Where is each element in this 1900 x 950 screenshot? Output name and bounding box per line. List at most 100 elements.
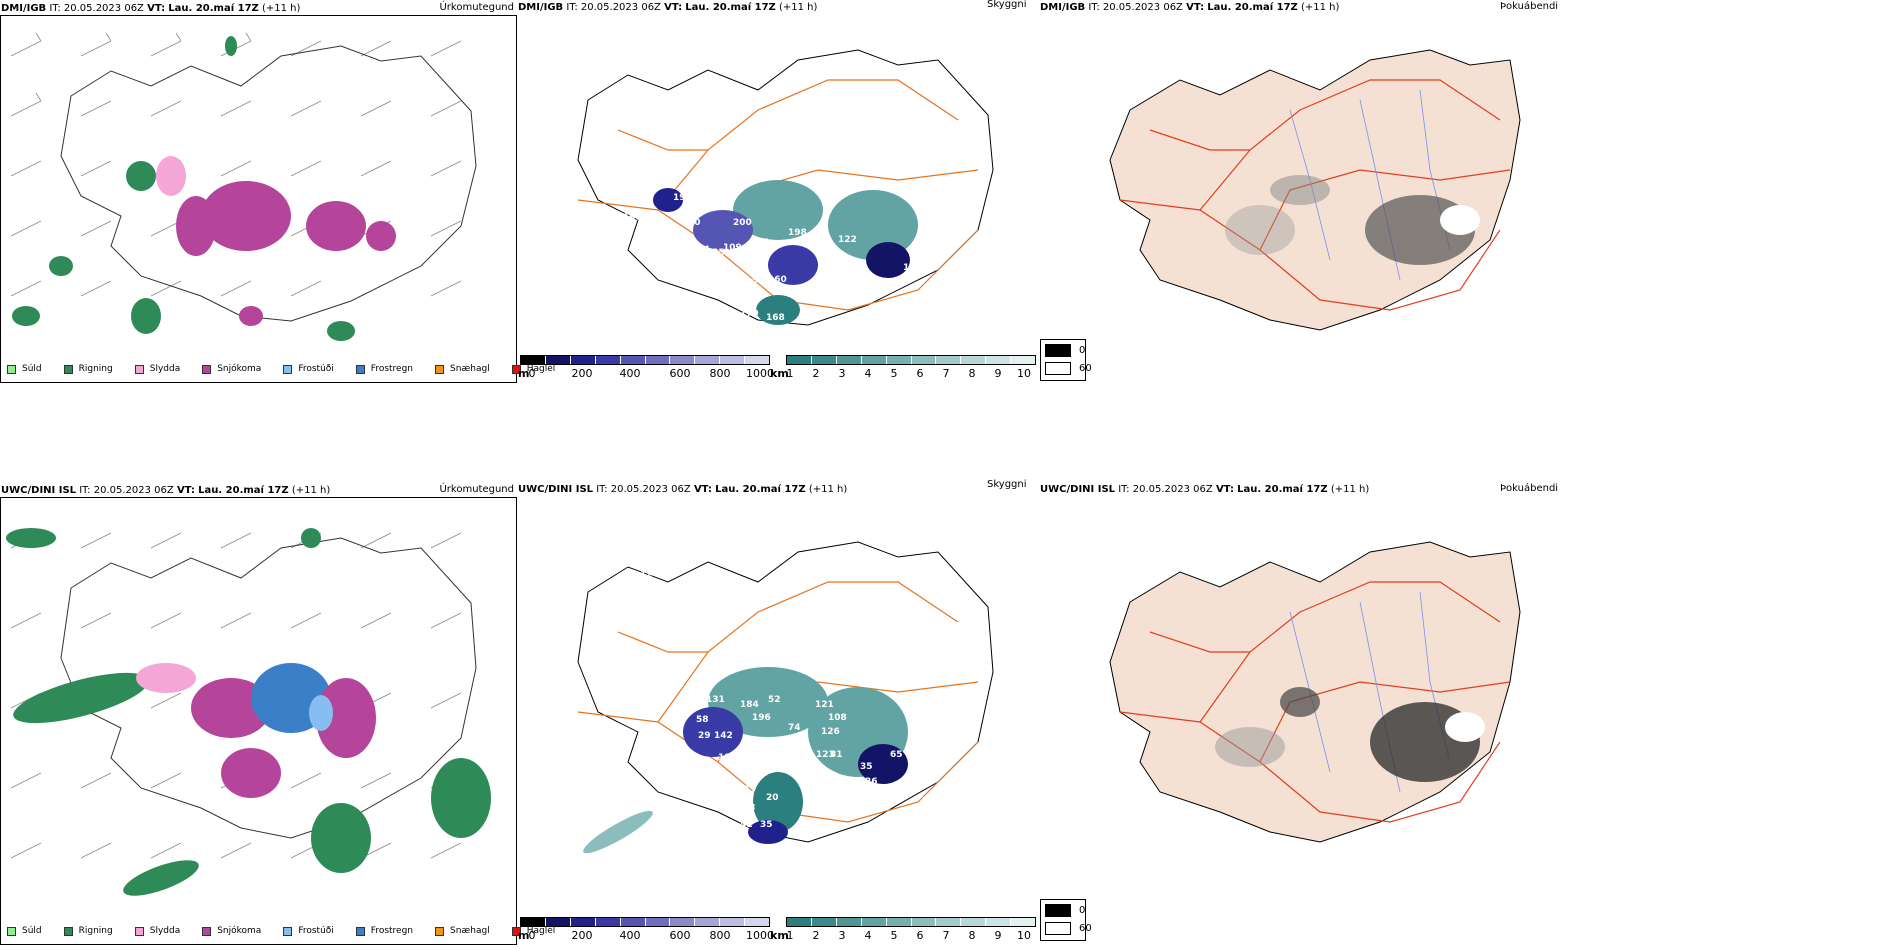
colorbar-bin <box>620 356 646 364</box>
vis-label: 62 <box>653 113 666 123</box>
model-name: UWC/DINI ISL <box>1040 484 1116 495</box>
legend-swatch <box>63 364 73 374</box>
legend-label: Snæhagl <box>450 926 490 936</box>
vt-label: VT: <box>176 485 195 496</box>
colorbar-bin <box>570 918 596 926</box>
legend-item: Súld <box>7 364 42 374</box>
tick-label: 4 <box>864 367 872 380</box>
fog-legend: 0 60 <box>1040 899 1092 941</box>
legend-swatch <box>134 926 144 936</box>
visibility-map-2: 12 21 52 131 184 121 108 58 196 126 29 1… <box>577 541 994 854</box>
colorbar-bin <box>911 356 937 364</box>
vis-label: 196 <box>752 713 771 723</box>
it-label: IT: <box>79 485 91 496</box>
vis-label: 122 <box>838 235 857 245</box>
legend-swatch <box>435 926 445 936</box>
model-name: UWC/DINI ISL <box>1 485 77 496</box>
vt-value: Lau. 20.maí 17Z <box>715 484 806 495</box>
legend-label: Snjókoma <box>217 364 262 374</box>
legend-swatch <box>283 926 293 936</box>
vis-label: 125 <box>706 248 725 258</box>
vis-label: 52 <box>768 695 781 705</box>
colorbar-unit-km: km <box>770 367 789 380</box>
legend-swatch <box>63 926 73 936</box>
colorbar-bin <box>811 356 837 364</box>
tick-label: 5 <box>890 367 898 380</box>
legend-item: Snjókoma <box>202 926 261 936</box>
panel-title: Úrkomutegund <box>439 484 514 495</box>
vis-label: 74 <box>788 723 801 733</box>
fog-legend-swatch <box>1045 362 1071 375</box>
colorbar-bin <box>787 356 812 364</box>
colorbar-ticks-km: 1 2 3 4 5 6 7 8 9 10 <box>786 367 1036 381</box>
colorbar-bin <box>695 356 721 364</box>
visibility-map-1: 76 62 94 118 195 76 40 200 198 122 232 1… <box>577 49 994 348</box>
vis-label: 121 <box>815 700 834 710</box>
fog-legend-item: 0 <box>1045 344 1085 357</box>
tick-label: 0 <box>528 929 536 942</box>
vis-label: 97 <box>756 238 769 248</box>
legend-swatch <box>7 364 16 374</box>
it-label: IT: <box>596 484 608 495</box>
it-label: IT: <box>1118 484 1130 495</box>
vt-value: Lau. 20.maí 17Z <box>1237 484 1328 495</box>
vis-label: 67 <box>746 278 759 288</box>
colorbar-ticks-m: 0 200 400 600 800 1000 <box>520 929 775 943</box>
colorbar-bin <box>886 356 912 364</box>
precip-areas <box>6 528 491 896</box>
vis-label: 81 <box>830 750 843 760</box>
colorbar-bin <box>961 918 987 926</box>
colorbar-bin <box>986 918 1012 926</box>
vis-label: 41 <box>740 820 753 830</box>
vis-label: 179 <box>740 309 759 319</box>
fog-map-2 <box>1109 541 1521 843</box>
colorbar-unit-m: m <box>518 929 530 942</box>
vt-value: Lau. 20.maí 17Z <box>1207 2 1298 13</box>
legend-item: Haglél <box>511 926 555 936</box>
fog-legend-swatch <box>1045 344 1071 357</box>
colorbar-bin <box>811 918 837 926</box>
legend-item: Rigning <box>63 926 113 936</box>
tick-label: 800 <box>709 929 731 942</box>
vis-label: 131 <box>706 695 725 705</box>
legend-label: Snjókoma <box>217 926 262 936</box>
colorbar-bin <box>670 918 696 926</box>
tick-label: 8 <box>968 367 976 380</box>
fog-legend: 0 60 <box>1040 339 1092 381</box>
lead-time: (+11 h) <box>1330 484 1370 495</box>
colorbar-bin <box>861 356 887 364</box>
visibility-title: Skyggni <box>987 479 1027 490</box>
fog-shading <box>1215 687 1485 782</box>
it-value: 20.05.2023 06Z <box>93 485 174 496</box>
vis-label: 232 <box>823 251 842 261</box>
colorbar-bin <box>545 918 571 926</box>
legend-label: Súld <box>22 364 42 374</box>
lead-time: (+11 h) <box>778 2 818 13</box>
colorbar-bin <box>720 918 746 926</box>
vis-label: 33 <box>743 785 756 795</box>
colorbar-ticks-km: 1 2 3 4 5 6 7 8 9 10 <box>786 929 1036 943</box>
colorbar-bin <box>1011 918 1036 926</box>
legend-swatch <box>435 364 445 374</box>
tick-label: 1 <box>786 367 794 380</box>
tick-label: 3 <box>838 929 846 942</box>
panel-header: DMI/IGB IT: 20.05.2023 06Z VT: Lau. 20.m… <box>1040 0 1900 16</box>
panel-header: DMI/IGB IT: 20.05.2023 06Z VT: Lau. 20.m… <box>518 0 1038 16</box>
colorbar-bin <box>620 918 646 926</box>
tick-label: 1 <box>786 929 794 942</box>
colorbar-bin <box>986 356 1012 364</box>
visibility-areas <box>653 180 918 325</box>
tick-label: 4 <box>864 929 872 942</box>
vis-label: 109 <box>723 243 742 253</box>
fog-legend-label: 0 <box>1079 345 1086 356</box>
tick-label: 800 <box>709 367 731 380</box>
vis-label: 190 <box>623 213 642 223</box>
tick-label: 7 <box>942 929 950 942</box>
tick-label: 9 <box>994 367 1002 380</box>
fog-map-1 <box>1109 49 1521 331</box>
precip-map-2 <box>6 528 491 896</box>
it-value: 20.05.2023 06Z <box>580 2 661 13</box>
fog-legend-label: 60 <box>1079 363 1092 374</box>
visibility-panel-1: DMI/IGB IT: 20.05.2023 06Z VT: Lau. 20.m… <box>518 2 1038 383</box>
legend-label: Rigning <box>78 364 113 374</box>
